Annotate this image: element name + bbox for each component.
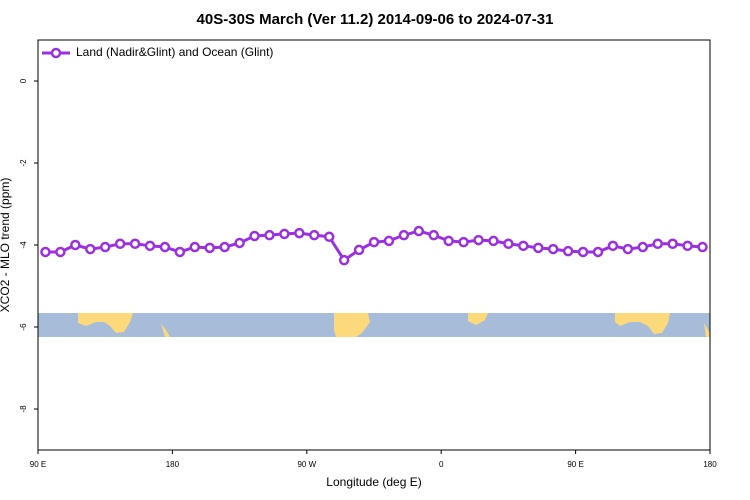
data-point [368,236,380,248]
ocean [38,313,710,337]
data-point [443,235,454,247]
data-point [144,240,156,252]
y-tick-label: -8 [19,405,28,413]
data-point [70,239,81,251]
data-point [174,246,186,258]
y-tick-label: -6 [19,323,28,331]
data-point [249,230,260,242]
x-axis-label: Longitude (deg E) [326,475,421,489]
map-strip [38,313,710,337]
data-point [547,243,559,255]
land [78,313,133,333]
legend: Land (Nadir&Glint) and Ocean (Glint) [42,45,273,59]
x-tick-label: 90 E [567,460,583,469]
data-point [518,240,529,252]
data-point [383,235,395,247]
data-point [413,225,425,237]
land [334,313,370,337]
data-point [55,246,66,258]
data-point [458,236,469,248]
data-point [697,241,708,253]
data-point [577,246,589,258]
data-point [85,243,96,255]
data-point [503,238,514,250]
land [615,313,670,334]
data-point [204,242,215,254]
data-point [99,241,111,253]
x-tick-label: 180 [703,460,717,469]
data-point [562,245,574,257]
data-point [488,235,499,247]
land [161,323,170,337]
data-point [114,238,126,250]
data-point [473,234,484,246]
data-point [323,231,335,243]
y-tick-label: -4 [19,241,28,249]
data-point [338,254,350,266]
legend-entry: Land (Nadir&Glint) and Ocean (Glint) [76,45,273,59]
data-point [428,229,439,241]
data-point [533,242,544,254]
data-point [309,229,320,241]
data-point [607,240,619,252]
y-tick-label: 0 [19,78,28,83]
data-point [682,240,693,252]
chart-title: 40S-30S March (Ver 11.2) 2014-09-06 to 2… [197,11,554,28]
land [704,323,710,337]
data-point [264,229,275,241]
data-point [294,227,305,239]
data-point [189,241,201,253]
data-point [219,241,230,253]
data-point [129,238,141,250]
data-point [234,237,245,249]
data-point [652,238,663,250]
y-axis-label: XCO2 - MLO trend (ppm) [0,178,12,313]
data-point [667,238,678,250]
x-tick-label: 90 E [30,460,46,469]
data-point [592,246,604,258]
x-tick-label: 180 [166,460,180,469]
data-point [637,241,649,253]
y-tick-label: -2 [19,159,28,167]
data-point [40,246,51,258]
data-point [159,241,171,253]
x-tick-label: 0 [439,460,444,469]
legend-marker [50,47,62,59]
x-tick-label: 90 W [297,460,316,469]
data-point [279,228,290,240]
data-point [622,243,634,255]
land [468,313,488,325]
data-point [398,229,410,241]
data-point [353,244,365,256]
